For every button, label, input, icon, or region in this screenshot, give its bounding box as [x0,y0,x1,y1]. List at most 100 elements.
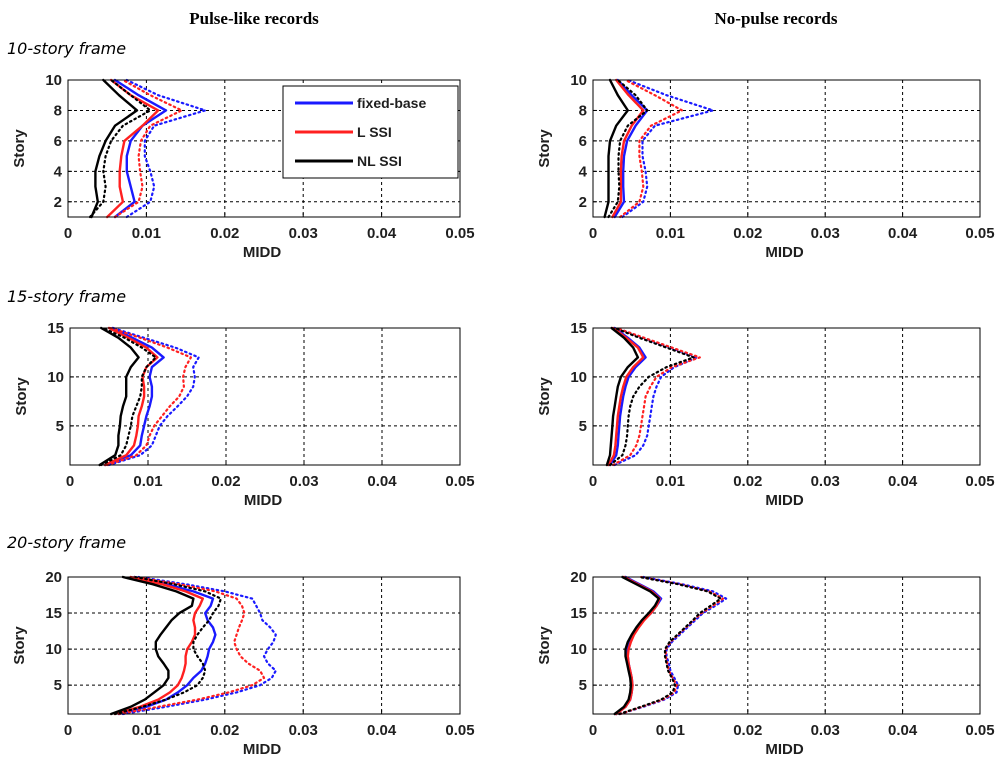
series-line-dotted [608,326,695,467]
legend-entry: fixed-base [357,95,426,111]
x-tick-label: 0.04 [888,225,918,242]
y-tick-label: 15 [45,605,62,622]
series-line-l-ssi [607,326,645,467]
x-tick-label: 0 [64,225,72,242]
y-tick-label: 15 [570,605,587,622]
y-tick-label: 10 [45,641,62,658]
x-tick-label: 0.03 [289,473,318,490]
x-tick-label: 0.02 [733,473,762,490]
series-line-dotted [117,575,266,716]
x-axis-label: MIDD [243,741,281,758]
series-line-dotted [611,326,701,467]
x-tick-label: 0.04 [888,722,918,739]
y-tick-label: 20 [570,569,587,586]
series-line-l-ssi [103,326,159,467]
plot-area [593,328,980,465]
series-line-fixed-base [117,575,217,716]
series-line-dotted [618,575,725,716]
series-line-fixed-base [103,326,165,467]
series-line-dotted [607,78,649,219]
x-axis-label: MIDD [244,492,282,509]
x-tick-label: 0.02 [733,225,762,242]
y-axis-label: Story [536,377,553,416]
column-title-no-pulse: No-pulse records [715,9,838,28]
x-tick-label: 0.02 [211,473,240,490]
series-line-dotted [100,326,157,467]
series-line-l-ssi [113,575,205,716]
legend-entry: L SSI [357,124,392,140]
series-line-fixed-base [608,326,647,467]
y-tick-label: 10 [570,641,587,658]
chart-panel: 0 0.01 0.02 0.03 0.04 0.05 2 4 6 8 10 MIDD Story [536,72,995,261]
y-axis-label: Story [11,626,28,665]
y-tick-label: 15 [47,320,64,337]
x-tick-label: 0 [589,473,597,490]
y-axis-label: Story [536,129,553,168]
x-tick-label: 0.01 [133,473,162,490]
series-line-dotted [107,326,200,467]
y-tick-label: 5 [579,418,587,435]
plot-area [593,80,980,217]
y-axis-label: Story [13,377,30,416]
x-tick-label: 0.05 [445,473,474,490]
x-tick-label: 0.01 [132,225,161,242]
chart-panels: 0 0.01 0.02 0.03 0.04 0.05 2 4 6 8 10 MIDD Story fixe… [11,72,995,758]
x-axis-label: MIDD [765,244,803,261]
x-tick-label: 0.04 [888,473,918,490]
plot-frame [592,576,981,715]
y-tick-label: 4 [54,163,63,180]
x-tick-label: 0.05 [965,225,994,242]
series-line-dotted [618,78,684,219]
series-line-l-ssi [105,78,160,219]
y-axis-label: Story [536,626,553,665]
x-tick-label: 0.01 [656,722,685,739]
series-line-dotted [121,575,277,716]
y-tick-label: 2 [54,194,62,211]
x-axis-label: MIDD [765,741,803,758]
series-line-fixed-base [613,78,649,219]
plot-area [593,577,980,714]
series-line-fixed-base [113,78,168,219]
y-tick-label: 4 [579,163,588,180]
y-tick-label: 5 [579,677,587,694]
plot-frame [69,327,461,466]
series-line-nl-ssi [109,575,195,716]
y-tick-label: 10 [570,72,587,89]
series-line-nl-ssi [613,575,660,716]
row-title-10-story: 10-story frame [7,39,126,58]
series-line-dotted [125,78,207,219]
series-line-nl-ssi [90,78,139,219]
series-line-dotted [621,78,715,219]
x-tick-label: 0.03 [811,722,840,739]
legend-entry: NL SSI [357,153,402,169]
x-tick-label: 0 [66,473,74,490]
series-line-nl-ssi [603,78,629,219]
x-tick-label: 0.01 [656,473,685,490]
plot-frame [67,576,461,715]
series-line-dotted [613,326,699,467]
series-line-nl-ssi [98,326,140,467]
x-tick-label: 0.02 [210,722,239,739]
x-tick-label: 0.04 [367,722,397,739]
series-line-dotted [113,575,222,716]
x-tick-label: 0.01 [132,722,161,739]
x-tick-label: 0.01 [656,225,685,242]
series-line-dotted [113,78,183,219]
chart-panel: 0 0.01 0.02 0.03 0.04 0.05 2 4 6 8 10 MIDD Story fixe… [11,72,475,261]
y-axis-label: Story [11,129,28,168]
x-tick-label: 0.02 [733,722,762,739]
plot-area [68,577,460,714]
series-line-dotted [618,575,722,716]
legend: fixed-base L SSI NL SSI [282,85,459,179]
x-tick-label: 0 [589,722,597,739]
y-tick-label: 2 [579,194,587,211]
x-tick-label: 0.05 [445,722,474,739]
x-tick-label: 0.04 [367,225,397,242]
y-tick-label: 20 [45,569,62,586]
y-tick-label: 6 [579,133,587,150]
y-tick-label: 10 [47,369,64,386]
x-tick-label: 0 [64,722,72,739]
x-tick-label: 0.05 [445,225,474,242]
y-tick-label: 5 [56,418,64,435]
